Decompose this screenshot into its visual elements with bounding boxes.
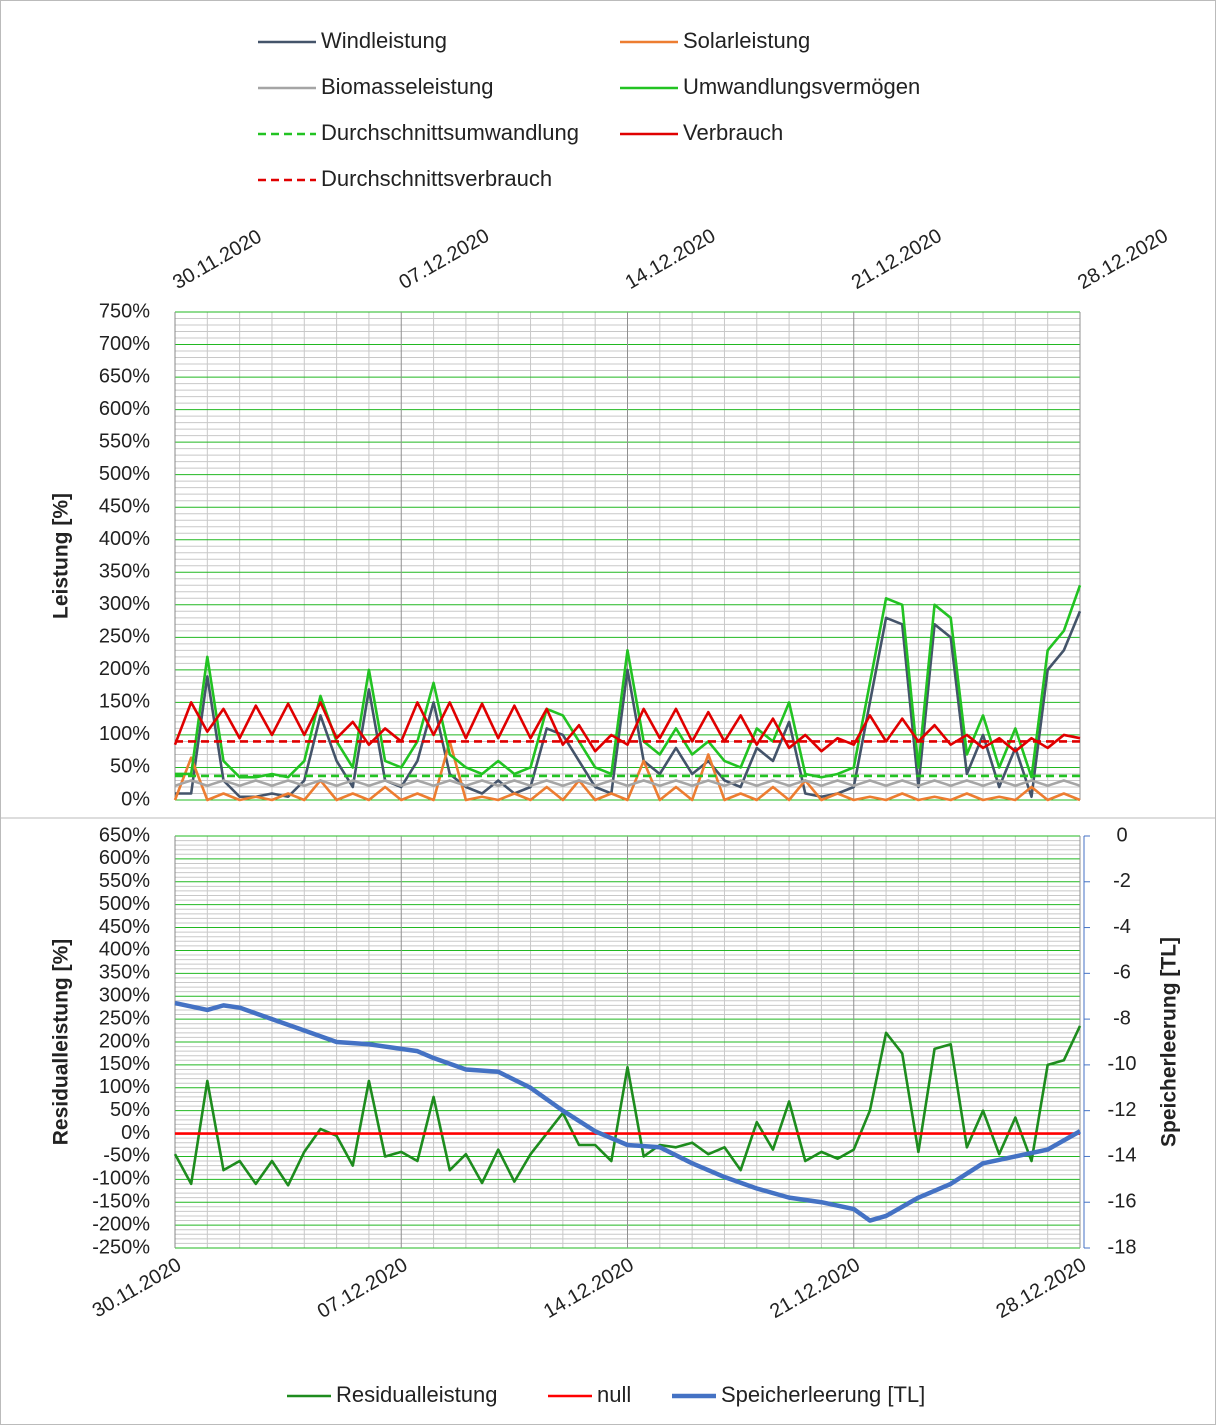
series-line — [173, 701, 1081, 753]
y2-tick-label: -10 — [1108, 1053, 1137, 1075]
y-tick-label: 250% — [99, 1007, 150, 1029]
y2-tick-label: -14 — [1108, 1145, 1137, 1167]
legend-label: Residualleistung — [336, 1382, 497, 1407]
y-tick-label: 650% — [99, 365, 150, 387]
y-tick-label: 700% — [99, 333, 150, 355]
y-tick-label: 600% — [99, 398, 150, 420]
legend-label: null — [597, 1382, 631, 1407]
y2-tick-label: -2 — [1113, 870, 1131, 892]
y2-tick-label: -16 — [1108, 1191, 1137, 1213]
legend-label: Biomasseleistung — [321, 74, 493, 99]
y-tick-label: 400% — [99, 528, 150, 550]
legend-label: Umwandlungsvermögen — [683, 74, 920, 99]
y-tick-label: 150% — [99, 1053, 150, 1075]
y-tick-label: -200% — [92, 1213, 150, 1235]
series-line — [173, 740, 1081, 802]
y-axis-label: Residualleistung [%] — [50, 939, 73, 1146]
y2-tick-label: -18 — [1108, 1236, 1137, 1258]
series-line — [174, 1000, 1082, 1223]
series-line — [173, 1025, 1082, 1187]
legend-label: Durchschnittsverbrauch — [321, 166, 552, 191]
y-tick-label: 50% — [110, 756, 150, 778]
legend-label: Speicherleerung [TL] — [721, 1382, 925, 1407]
y-tick-label: 300% — [99, 985, 150, 1007]
y-axis-label: Leistung [%] — [50, 493, 73, 619]
legend-label: Verbrauch — [683, 120, 783, 145]
y-tick-label: 500% — [99, 463, 150, 485]
y-tick-label: 250% — [99, 626, 150, 648]
y-tick-label: -100% — [92, 1168, 150, 1190]
y-tick-label: 550% — [99, 870, 150, 892]
y2-axis-label: Speicherleerung [TL] — [1158, 937, 1181, 1147]
y-tick-label: 200% — [99, 1030, 150, 1052]
y2-tick-label: 0 — [1116, 824, 1127, 846]
series-line — [175, 610, 1082, 799]
y-tick-label: 100% — [99, 1076, 150, 1098]
y-tick-label: 300% — [99, 593, 150, 615]
y-tick-label: 0% — [121, 788, 150, 810]
y-tick-label: 600% — [99, 847, 150, 869]
y-tick-label: 50% — [110, 1099, 150, 1121]
y2-tick-label: -6 — [1113, 962, 1131, 984]
y2-tick-label: -8 — [1113, 1007, 1131, 1029]
series-line — [175, 584, 1082, 779]
y-tick-label: 400% — [99, 939, 150, 961]
y-tick-label: 350% — [99, 561, 150, 583]
y2-tick-label: -4 — [1113, 916, 1131, 938]
y-tick-label: 200% — [99, 658, 150, 680]
legend-label: Solarleistung — [683, 28, 810, 53]
y-tick-label: 550% — [99, 430, 150, 452]
y-tick-label: 650% — [99, 824, 150, 846]
y-tick-label: -250% — [92, 1236, 150, 1258]
y-tick-label: 500% — [99, 893, 150, 915]
y-tick-label: 100% — [99, 723, 150, 745]
y-tick-label: 350% — [99, 962, 150, 984]
y-tick-label: 150% — [99, 691, 150, 713]
legend-label: Durchschnittsumwandlung — [321, 120, 579, 145]
y2-tick-label: -12 — [1108, 1099, 1137, 1121]
series-line — [174, 779, 1081, 787]
y-tick-label: 750% — [99, 300, 150, 322]
y-tick-label: 0% — [121, 1122, 150, 1144]
y-tick-label: -150% — [92, 1191, 150, 1213]
y-tick-label: 450% — [99, 495, 150, 517]
y-tick-label: -50% — [103, 1145, 150, 1167]
y-tick-label: 450% — [99, 916, 150, 938]
legend-label: Windleistung — [321, 28, 447, 53]
